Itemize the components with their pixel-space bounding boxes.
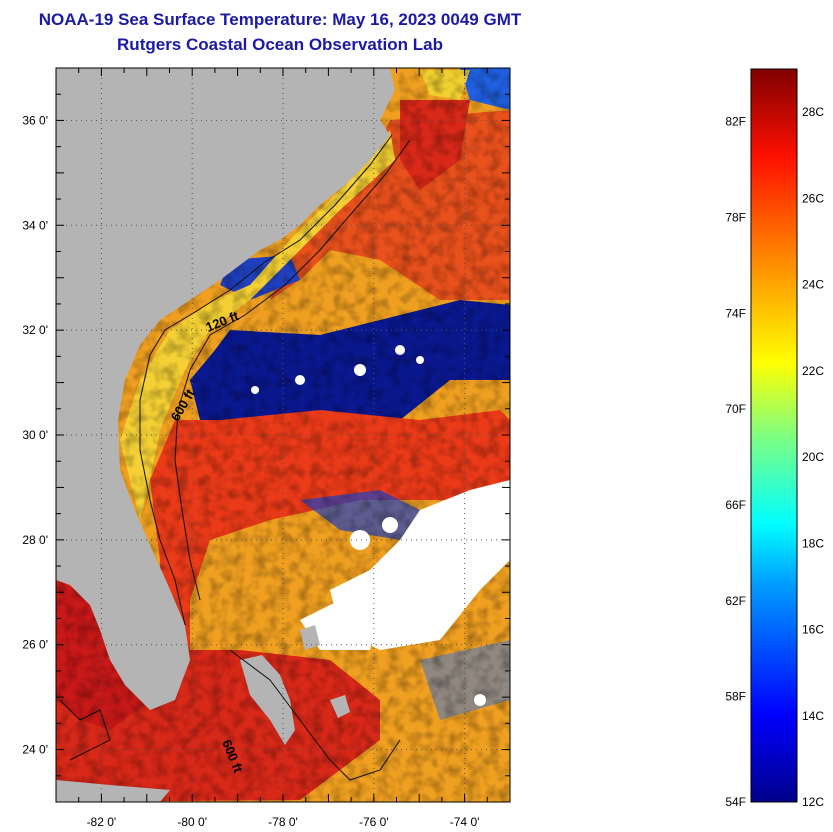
lon-tick-label: -76 0': [359, 815, 389, 829]
colorbar-gradient: [750, 68, 798, 803]
lat-tick-label: 26 0': [22, 638, 48, 652]
isobaths: [59, 134, 411, 781]
fahrenheit-label: 58F: [725, 690, 746, 704]
map-subtitle: Rutgers Coastal Ocean Observation Lab: [117, 35, 443, 54]
axis-ticks: [55, 67, 511, 803]
celsius-label: 24C: [802, 278, 824, 292]
celsius-labels: 28C 26C 24C 22C 20C 18C 16C 14C 12C: [802, 105, 824, 809]
fahrenheit-labels: 82F 78F 74F 70F 66F 62F 58F 54F: [725, 115, 746, 809]
map-title: NOAA-19 Sea Surface Temperature: May 16,…: [38, 10, 522, 29]
latitude-labels: 36 0' 34 0' 32 0' 30 0' 28 0' 26 0' 24 0': [22, 113, 48, 756]
lon-tick-label: -82 0': [87, 815, 117, 829]
celsius-label: 26C: [802, 191, 824, 205]
celsius-label: 22C: [802, 364, 824, 378]
land-cuba: [56, 780, 170, 802]
celsius-label: 14C: [802, 709, 824, 723]
fahrenheit-label: 74F: [725, 306, 746, 320]
celsius-label: 16C: [802, 623, 824, 637]
sst-field: [56, 68, 510, 802]
lat-tick-label: 24 0': [22, 743, 48, 757]
fahrenheit-label: 62F: [725, 594, 746, 608]
celsius-label: 20C: [802, 450, 824, 464]
lat-tick-label: 30 0': [22, 428, 48, 442]
lon-tick-label: -80 0': [177, 815, 207, 829]
lat-tick-label: 32 0': [22, 323, 48, 337]
land-mainland: [56, 68, 395, 710]
fahrenheit-label: 54F: [725, 795, 746, 809]
cloud-cover: [251, 345, 510, 706]
fahrenheit-label: 70F: [725, 402, 746, 416]
lat-tick-label: 28 0': [22, 533, 48, 547]
fahrenheit-label: 66F: [725, 498, 746, 512]
lat-tick-label: 36 0': [22, 113, 48, 127]
lat-tick-label: 34 0': [22, 218, 48, 232]
land-bahamas: [240, 625, 350, 745]
grid: [56, 68, 510, 802]
fahrenheit-label: 82F: [725, 115, 746, 129]
celsius-label: 12C: [802, 795, 824, 809]
celsius-label: 28C: [802, 105, 824, 119]
celsius-label: 18C: [802, 536, 824, 550]
lon-tick-label: -78 0': [268, 815, 298, 829]
fahrenheit-label: 78F: [725, 211, 746, 225]
longitude-labels: -82 0' -80 0' -78 0' -76 0' -74 0': [87, 815, 480, 829]
lon-tick-label: -74 0': [450, 815, 480, 829]
